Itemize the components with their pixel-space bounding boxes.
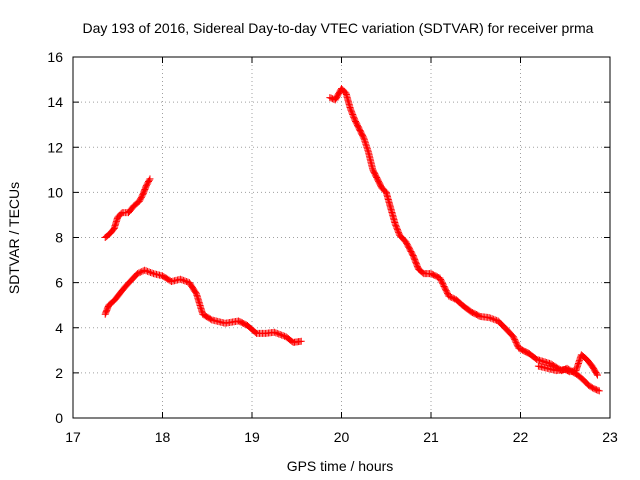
data-point bbox=[179, 276, 187, 284]
data-point bbox=[146, 175, 154, 183]
x-tick-label: 18 bbox=[155, 429, 171, 445]
data-point bbox=[445, 292, 453, 300]
data-point bbox=[181, 277, 189, 285]
data-point bbox=[136, 268, 144, 276]
x-tick-label: 20 bbox=[334, 429, 350, 445]
axis-ticks bbox=[72, 56, 611, 419]
y-tick-label: 14 bbox=[47, 94, 63, 110]
data-point bbox=[485, 314, 493, 322]
data-point bbox=[270, 328, 278, 336]
data-point bbox=[272, 329, 280, 337]
data-point bbox=[595, 387, 603, 395]
grid-lines bbox=[73, 57, 610, 418]
data-point bbox=[182, 277, 190, 285]
x-tick-labels: 17 18 19 20 21 22 23 bbox=[65, 429, 618, 445]
y-tick-labels: 0 2 4 6 8 10 12 14 16 bbox=[47, 49, 63, 426]
data-point bbox=[273, 329, 281, 337]
data-point bbox=[446, 293, 454, 301]
data-point bbox=[178, 276, 186, 284]
x-tick-label: 19 bbox=[244, 429, 260, 445]
data-point bbox=[176, 275, 184, 283]
y-tick-label: 6 bbox=[55, 275, 63, 291]
data-point bbox=[593, 370, 601, 378]
data-point bbox=[448, 294, 456, 302]
x-axis-label: GPS time / hours bbox=[287, 458, 394, 474]
data-point bbox=[279, 332, 287, 340]
data-point bbox=[276, 331, 284, 339]
y-axis-label: SDTVAR / TECUs bbox=[6, 182, 22, 294]
x-tick-label: 22 bbox=[513, 429, 529, 445]
data-point bbox=[594, 386, 602, 394]
y-tick-label: 16 bbox=[47, 49, 63, 65]
y-tick-label: 4 bbox=[55, 320, 63, 336]
data-point bbox=[142, 267, 150, 275]
data-point bbox=[487, 314, 495, 322]
data-point bbox=[133, 270, 141, 278]
chart-title: Day 193 of 2016, Sidereal Day-to-day VTE… bbox=[83, 20, 594, 36]
series-upper-short-arc bbox=[101, 175, 154, 241]
series-long-arc bbox=[326, 85, 603, 395]
data-point bbox=[297, 337, 305, 345]
data-point bbox=[138, 268, 146, 276]
data-point bbox=[490, 315, 498, 323]
x-tick-label: 21 bbox=[423, 429, 439, 445]
data-point bbox=[141, 266, 149, 274]
data-point bbox=[278, 331, 286, 339]
data-point bbox=[275, 330, 283, 338]
y-tick-label: 10 bbox=[47, 184, 63, 200]
data-point bbox=[145, 176, 153, 184]
data-point bbox=[488, 315, 496, 323]
data-point bbox=[449, 294, 457, 302]
data-point bbox=[145, 268, 153, 276]
data-point bbox=[147, 268, 155, 276]
data-point bbox=[491, 316, 499, 324]
y-tick-label: 2 bbox=[55, 365, 63, 381]
y-tick-label: 0 bbox=[55, 410, 63, 426]
data-point bbox=[135, 269, 143, 277]
x-tick-label: 23 bbox=[602, 429, 618, 445]
data-points bbox=[101, 85, 603, 395]
data-point bbox=[593, 371, 601, 379]
series-late-arc bbox=[534, 351, 601, 379]
data-point bbox=[144, 267, 152, 275]
x-tick-label: 17 bbox=[65, 429, 81, 445]
y-tick-label: 12 bbox=[47, 139, 63, 155]
y-tick-label: 8 bbox=[55, 230, 63, 246]
data-point bbox=[148, 269, 156, 277]
series-lower-arc bbox=[101, 266, 305, 346]
